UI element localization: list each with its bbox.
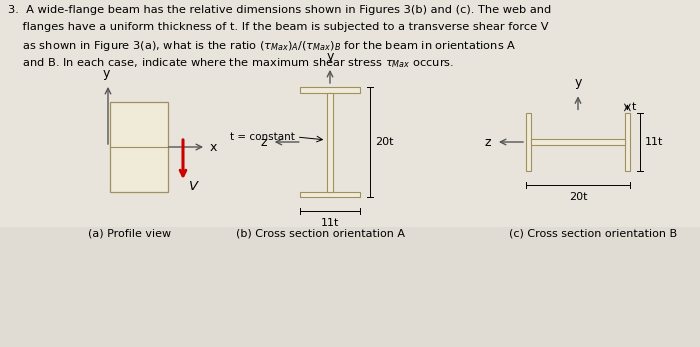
Bar xyxy=(531,139,625,145)
Bar xyxy=(300,87,360,93)
Text: as shown in Figure 3(a), what is the ratio $(\tau_{Max})_A/(\tau_{Max})_B$ for t: as shown in Figure 3(a), what is the rat… xyxy=(8,39,517,53)
Text: y: y xyxy=(574,76,582,90)
Bar xyxy=(0,227,700,347)
Text: (b) Cross section orientation A: (b) Cross section orientation A xyxy=(235,229,405,239)
Bar xyxy=(0,0,700,227)
Text: 11t: 11t xyxy=(321,218,340,228)
Bar xyxy=(328,93,332,192)
Text: (a) Profile view: (a) Profile view xyxy=(88,229,172,239)
Text: flanges have a uniform thickness of t. If the beam is subjected to a transverse : flanges have a uniform thickness of t. I… xyxy=(8,22,549,32)
Text: V: V xyxy=(189,180,198,193)
Text: 20t: 20t xyxy=(568,192,587,202)
Text: 3.  A wide-flange beam has the relative dimensions shown in Figures 3(b) and (c): 3. A wide-flange beam has the relative d… xyxy=(8,5,552,15)
Text: z: z xyxy=(484,135,491,149)
Bar xyxy=(110,102,168,192)
Text: (c) Cross section orientation B: (c) Cross section orientation B xyxy=(509,229,677,239)
Bar xyxy=(625,113,630,171)
Text: y: y xyxy=(102,67,110,80)
Bar xyxy=(526,113,531,171)
Text: t: t xyxy=(631,102,636,112)
Text: and B. In each case, indicate where the maximum shear stress $\tau_{Max}$ occurs: and B. In each case, indicate where the … xyxy=(8,56,454,70)
Text: x: x xyxy=(210,141,218,153)
Text: t = constant: t = constant xyxy=(230,132,295,142)
Text: y: y xyxy=(326,50,334,63)
Text: 11t: 11t xyxy=(645,137,664,147)
Bar xyxy=(300,192,360,197)
Text: 20t: 20t xyxy=(375,137,393,147)
Text: z: z xyxy=(260,135,267,149)
